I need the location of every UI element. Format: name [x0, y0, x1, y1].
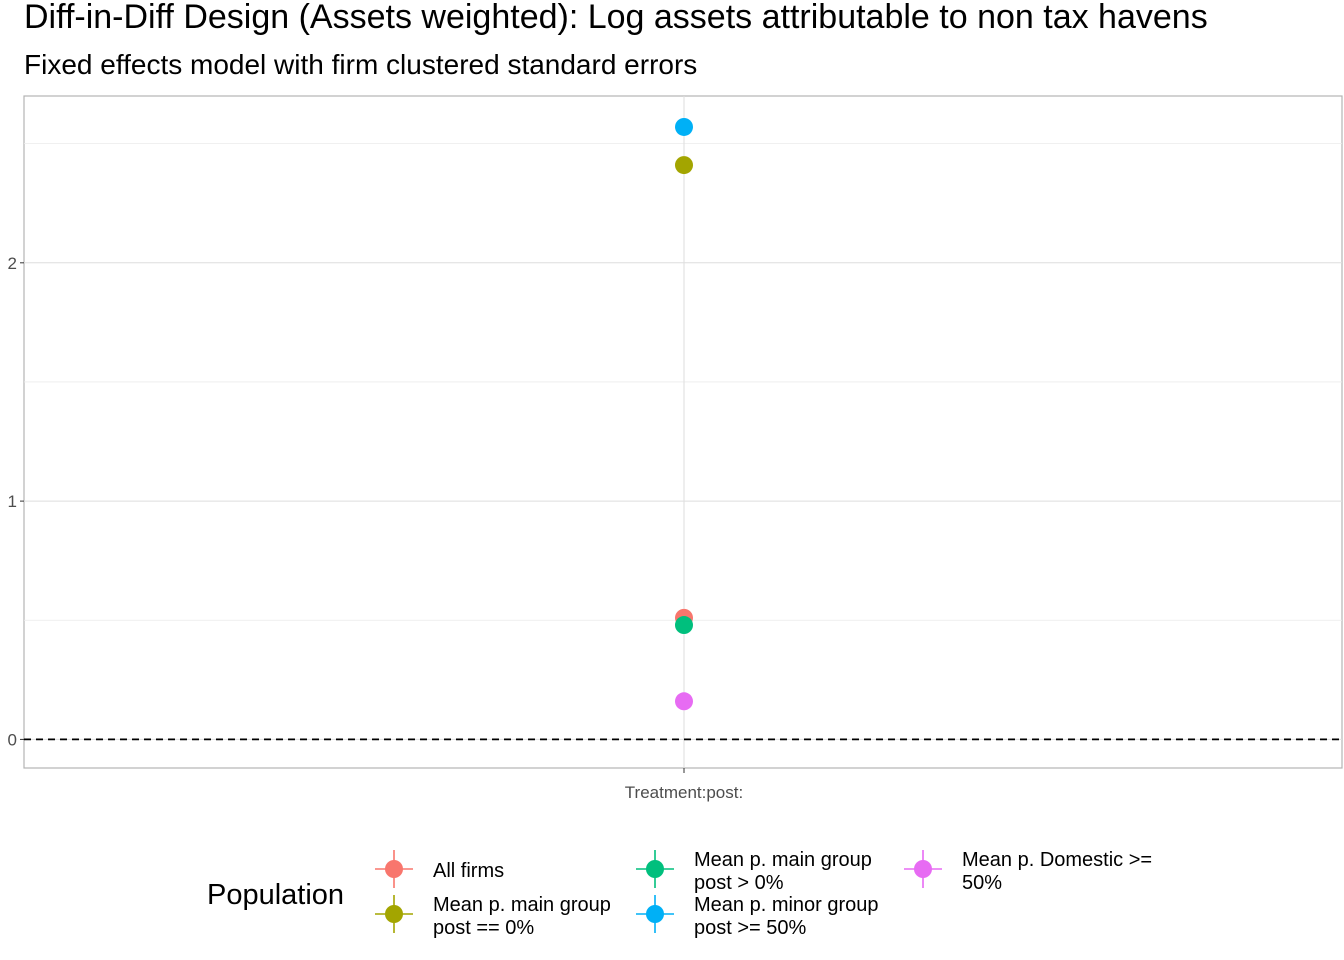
data-point — [675, 692, 693, 711]
y-tick-label: 0 — [8, 730, 17, 749]
legend-label: Mean p. main group post == 0% — [433, 894, 611, 939]
legend-item: Mean p. Domestic >= 50% — [904, 849, 1152, 894]
legend-item: Mean p. minor group post >= 50% — [636, 894, 879, 939]
y-tick-label: 2 — [8, 254, 17, 273]
legend-title: Population — [207, 879, 344, 911]
panel-border — [23, 95, 1343, 769]
legend-key-point — [385, 860, 403, 878]
legend-item: All firms — [375, 850, 504, 888]
legend-label: All firms — [433, 860, 504, 882]
legend-key-point — [646, 860, 664, 878]
legend-item: Mean p. main group post > 0% — [636, 849, 872, 894]
legend-label: Mean p. Domestic >= 50% — [962, 849, 1152, 894]
legend-label: Mean p. minor group post >= 50% — [694, 894, 879, 939]
y-tick-label: 1 — [8, 492, 17, 511]
legend-label: Mean p. main group post > 0% — [694, 849, 872, 894]
x-tick-label: Treatment:post: — [625, 783, 743, 802]
plot-panel: 0 1 2 Treatment:post: — [8, 95, 1343, 802]
data-point — [675, 156, 693, 175]
legend-key-point — [646, 905, 664, 923]
data-point — [675, 117, 693, 136]
data-point — [675, 616, 693, 635]
legend-item: Mean p. main group post == 0% — [375, 894, 611, 939]
chart-subtitle: Fixed effects model with firm clustered … — [24, 49, 697, 80]
chart-title: Diff-in-Diff Design (Assets weighted): L… — [24, 0, 1208, 36]
legend-key-point — [914, 860, 932, 878]
legend-key-point — [385, 905, 403, 923]
legend: Population All firms Mean p. main group pos… — [207, 849, 1152, 939]
